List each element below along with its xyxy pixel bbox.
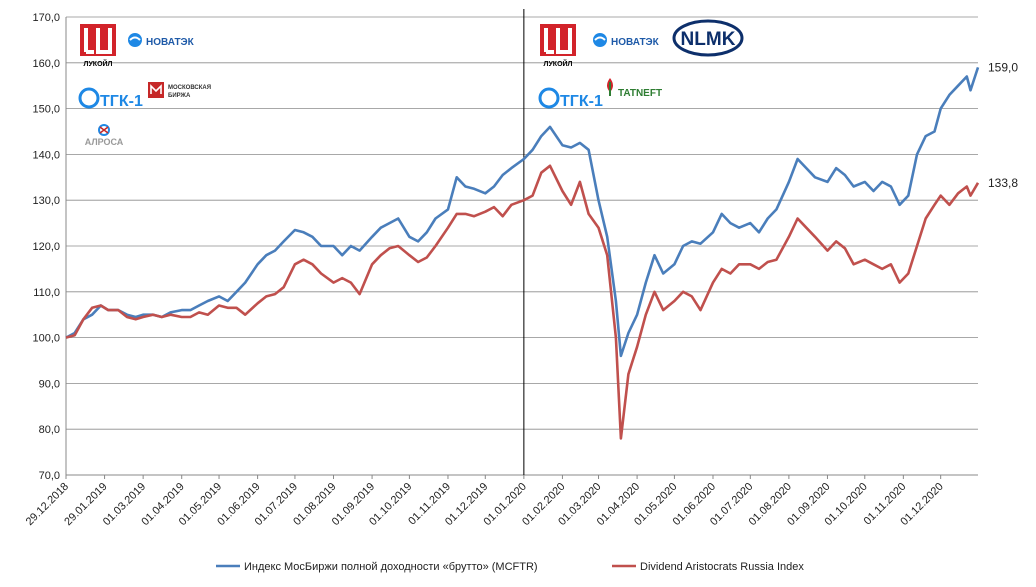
tgk-text: ТГК-1 [100, 93, 143, 110]
y-tick-label: 140,0 [32, 149, 60, 161]
y-tick-label: 160,0 [32, 58, 60, 70]
novatek-logo-right: НОВАТЭК [593, 33, 660, 48]
moex-text-2: БИРЖА [168, 93, 191, 99]
series-line-mcftr [65, 66, 980, 358]
novatek-text: НОВАТЭК [146, 37, 195, 48]
lukoil-logo-left: ЛУКОЙЛ [80, 24, 116, 68]
lukoil-logo-right: ЛУКОЙЛ [540, 24, 576, 68]
end-label-dividend: 133,8 [988, 176, 1018, 190]
moex-text-1: МОСКОВСКАЯ [168, 85, 211, 91]
y-tick-label: 170,0 [32, 12, 60, 24]
y-tick-label: 90,0 [39, 378, 60, 390]
y-tick-label: 120,0 [32, 241, 60, 253]
tatneft-logo: TATNEFT [607, 78, 662, 99]
alrosa-logo-left: АЛРОСА [85, 124, 124, 147]
novatek-text-right: НОВАТЭК [611, 37, 660, 48]
alrosa-text: АЛРОСА [85, 137, 124, 147]
y-tick-label: 110,0 [33, 287, 60, 299]
tatneft-text: TATNEFT [618, 88, 662, 99]
tgk-logo-left: ТГК-1 [78, 87, 143, 110]
lukoil-text: ЛУКОЙЛ [84, 59, 113, 68]
lukoil-text-right: ЛУКОЙЛ [544, 59, 573, 68]
moex-logo-left: МОСКОВСКАЯ БИРЖА [148, 82, 211, 99]
nlmk-text: NLMK [681, 29, 736, 50]
end-label-mcftr: 159,0 [988, 60, 1018, 74]
grid-lines [65, 16, 978, 476]
end-labels: 159,0 133,8 [988, 60, 1018, 189]
series-line-dividend [65, 164, 980, 440]
y-tick-label: 130,0 [32, 195, 60, 207]
y-tick-label: 100,0 [32, 333, 60, 345]
nlmk-logo: NLMK [672, 19, 744, 57]
tgk-text-right: ТГК-1 [560, 93, 603, 110]
legend-label-mcftr: Индекс МосБиржи полной доходности «брутт… [244, 561, 538, 573]
y-axis-ticks: 70,0 80,0 90,0 100,0 110,0 120,0 130,0 140,0 150… [32, 12, 60, 482]
series-group [65, 66, 980, 440]
y-tick-label: 150,0 [32, 104, 60, 116]
tgk-logo-right: ТГК-1 [538, 87, 603, 110]
legend: Индекс МосБиржи полной доходности «брутт… [216, 561, 804, 573]
novatek-logo-left: НОВАТЭК [128, 33, 195, 48]
y-tick-label: 70,0 [39, 470, 60, 482]
legend-label-dividend: Dividend Aristocrats Russia Index [640, 561, 804, 573]
x-axis-ticks: 29.12.201829.01.201901.03.201901.04.2019… [24, 475, 946, 528]
y-tick-label: 80,0 [39, 424, 60, 436]
